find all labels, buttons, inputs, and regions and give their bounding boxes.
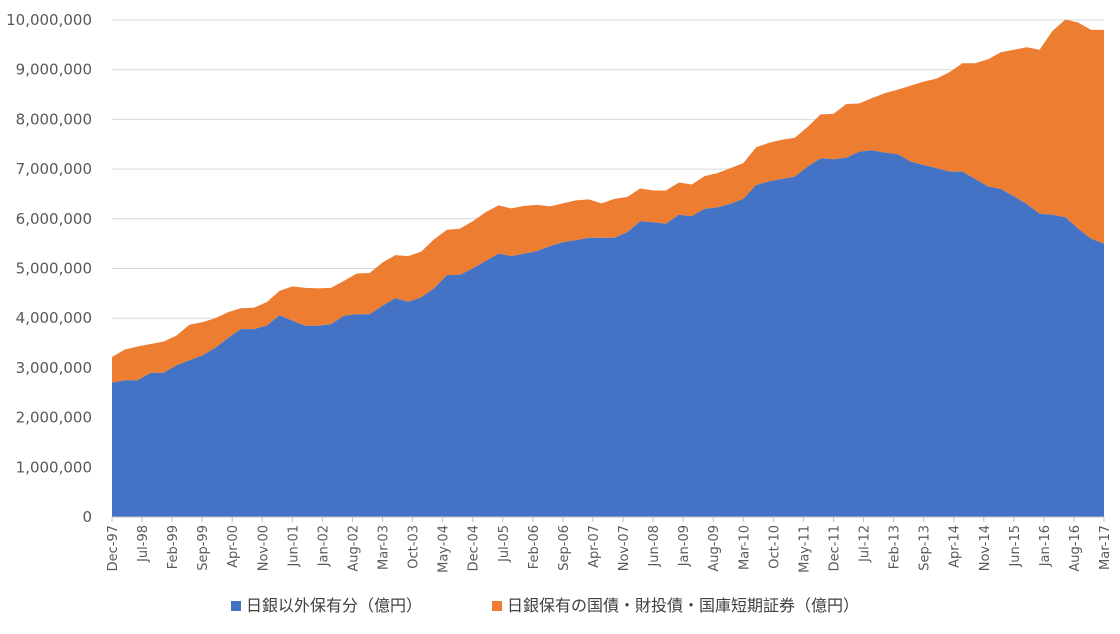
y-tick-label: 4,000,000 — [16, 309, 92, 327]
legend-label-boj: 日銀保有の国債・財投債・国庫短期証券（億円） — [507, 596, 859, 615]
x-tick-label: Jun-08 — [647, 525, 662, 568]
area-boj-holdings — [112, 19, 1104, 383]
y-tick-label: 3,000,000 — [16, 359, 92, 377]
x-tick-label: Apr-14 — [948, 525, 963, 568]
y-tick-label: 2,000,000 — [16, 409, 92, 427]
x-tick-label: Sep-06 — [557, 525, 572, 571]
y-tick-label: 10,000,000 — [6, 11, 92, 29]
axes — [111, 516, 1105, 522]
x-tick-label: Oct-03 — [407, 525, 422, 569]
x-tick-label: Mar-10 — [737, 525, 752, 570]
y-tick-labels: 0 1,000,000 2,000,000 3,000,000 4,000,000 5,0… — [6, 11, 92, 526]
x-tick-label: Jan-02 — [316, 525, 331, 567]
x-tick-labels: Dec-97 Jul-98 Feb-99 Sep-99 Apr-00 Nov-00 Jun-… — [106, 525, 1113, 573]
y-tick-label: 5,000,000 — [16, 260, 92, 278]
y-tick-label: 0 — [82, 508, 92, 526]
y-tick-label: 6,000,000 — [16, 210, 92, 228]
x-tick-label: Mar-03 — [377, 525, 392, 570]
y-tick-label: 1,000,000 — [16, 458, 92, 476]
x-tick-label: Jul-98 — [136, 525, 151, 563]
x-tick-label: Aug-02 — [346, 525, 361, 572]
x-tick-label: Jul-12 — [858, 525, 873, 563]
x-tick-label: Aug-09 — [707, 525, 722, 572]
y-tick-label: 9,000,000 — [16, 61, 92, 79]
x-tick-label: Apr-07 — [587, 525, 602, 568]
x-tick-label: Nov-07 — [617, 525, 632, 571]
x-tick-label: Feb-13 — [888, 525, 903, 569]
y-tick-label: 7,000,000 — [16, 160, 92, 178]
x-tick-label: May-04 — [437, 525, 452, 573]
x-tick-label: Oct-10 — [767, 525, 782, 569]
x-tick-label: Nov-14 — [978, 525, 993, 571]
x-tick-label: Apr-00 — [226, 525, 241, 568]
x-tick-label: Mar-17 — [1098, 525, 1113, 570]
x-tick-label: Jun-01 — [286, 525, 301, 568]
x-tick-label: Dec-04 — [467, 525, 482, 571]
x-tick-label: Sep-13 — [918, 525, 933, 571]
area-series — [112, 19, 1104, 517]
x-tick-label: Dec-11 — [827, 525, 842, 571]
x-tick-label: Jul-05 — [497, 525, 512, 563]
legend: 日銀以外保有分（億円） 日銀保有の国債・財投債・国庫短期証券（億円） — [231, 596, 859, 615]
x-tick-label: Jun-15 — [1008, 525, 1023, 568]
x-tick-label: Jan-09 — [677, 525, 692, 567]
x-tick-label: Nov-00 — [256, 525, 271, 571]
legend-swatch-non-boj — [231, 601, 241, 611]
x-tick-label: Feb-99 — [166, 525, 181, 569]
x-tick-label: Feb-06 — [527, 525, 542, 569]
y-tick-label: 8,000,000 — [16, 110, 92, 128]
x-tick-label: Aug-16 — [1068, 525, 1083, 572]
x-tick-label: May-11 — [797, 525, 812, 573]
area-non-boj-holdings — [112, 150, 1104, 517]
x-tick-label: Sep-99 — [196, 525, 211, 571]
legend-swatch-boj — [492, 601, 502, 611]
legend-label-non-boj: 日銀以外保有分（億円） — [246, 596, 422, 615]
x-tick-label: Jan-16 — [1038, 525, 1053, 567]
x-tick-label: Dec-97 — [106, 525, 121, 571]
